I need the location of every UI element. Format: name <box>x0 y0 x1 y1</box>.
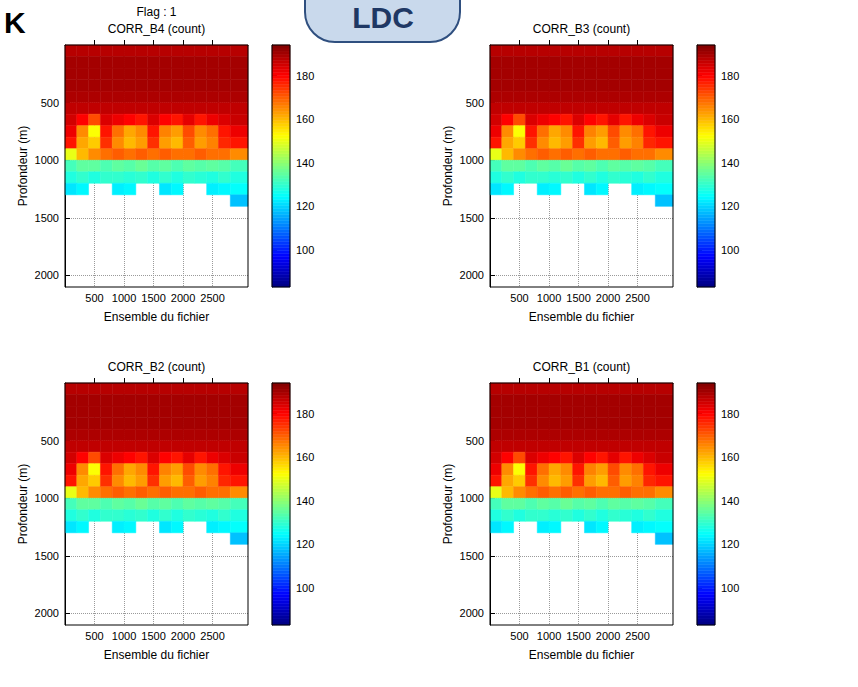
svg-text:1500: 1500 <box>460 212 484 224</box>
svg-text:2000: 2000 <box>460 269 484 281</box>
svg-text:1500: 1500 <box>35 550 59 562</box>
svg-text:500: 500 <box>41 97 59 109</box>
svg-text:2000: 2000 <box>35 607 59 619</box>
svg-text:CORR_B3 (count): CORR_B3 (count) <box>533 22 630 36</box>
svg-text:CORR_B4 (count): CORR_B4 (count) <box>108 22 205 36</box>
svg-text:2000: 2000 <box>596 630 620 642</box>
svg-text:140: 140 <box>296 495 314 507</box>
svg-text:2000: 2000 <box>35 269 59 281</box>
svg-text:1500: 1500 <box>141 292 165 304</box>
svg-text:2500: 2500 <box>200 292 224 304</box>
svg-text:500: 500 <box>510 630 528 642</box>
svg-text:180: 180 <box>296 408 314 420</box>
svg-text:2000: 2000 <box>171 630 195 642</box>
svg-text:1500: 1500 <box>460 550 484 562</box>
svg-text:140: 140 <box>721 495 739 507</box>
svg-text:2500: 2500 <box>625 630 649 642</box>
svg-text:160: 160 <box>721 451 739 463</box>
svg-text:K: K <box>4 6 26 39</box>
svg-text:140: 140 <box>296 157 314 169</box>
svg-text:2000: 2000 <box>596 292 620 304</box>
svg-text:Profondeur (m): Profondeur (m) <box>441 126 455 207</box>
svg-text:100: 100 <box>296 582 314 594</box>
svg-text:2000: 2000 <box>460 607 484 619</box>
svg-text:500: 500 <box>85 630 103 642</box>
svg-text:1500: 1500 <box>141 630 165 642</box>
svg-text:1000: 1000 <box>35 154 59 166</box>
svg-text:500: 500 <box>41 435 59 447</box>
svg-text:LDC: LDC <box>352 1 414 34</box>
svg-text:Ensemble du fichier: Ensemble du fichier <box>104 648 209 662</box>
svg-text:140: 140 <box>721 157 739 169</box>
svg-text:Profondeur (m): Profondeur (m) <box>16 464 30 545</box>
svg-text:180: 180 <box>721 408 739 420</box>
svg-text:CORR_B2 (count): CORR_B2 (count) <box>108 360 205 374</box>
svg-text:1000: 1000 <box>460 492 484 504</box>
svg-text:100: 100 <box>296 244 314 256</box>
svg-text:500: 500 <box>510 292 528 304</box>
svg-text:Ensemble du fichier: Ensemble du fichier <box>529 310 634 324</box>
svg-text:120: 120 <box>296 200 314 212</box>
svg-text:120: 120 <box>296 538 314 550</box>
svg-text:160: 160 <box>721 113 739 125</box>
svg-text:160: 160 <box>296 113 314 125</box>
svg-text:Ensemble du fichier: Ensemble du fichier <box>529 648 634 662</box>
svg-text:500: 500 <box>466 435 484 447</box>
svg-text:Flag : 1: Flag : 1 <box>136 5 176 19</box>
svg-text:120: 120 <box>721 538 739 550</box>
svg-text:120: 120 <box>721 200 739 212</box>
svg-text:180: 180 <box>296 70 314 82</box>
svg-text:1000: 1000 <box>35 492 59 504</box>
svg-text:2500: 2500 <box>625 292 649 304</box>
svg-text:1000: 1000 <box>537 292 561 304</box>
svg-text:Profondeur (m): Profondeur (m) <box>16 126 30 207</box>
svg-text:1000: 1000 <box>537 630 561 642</box>
svg-text:180: 180 <box>721 70 739 82</box>
svg-text:500: 500 <box>85 292 103 304</box>
svg-text:1500: 1500 <box>566 292 590 304</box>
svg-text:2000: 2000 <box>171 292 195 304</box>
svg-text:1000: 1000 <box>460 154 484 166</box>
svg-text:1000: 1000 <box>112 630 136 642</box>
svg-text:1000: 1000 <box>112 292 136 304</box>
svg-text:1500: 1500 <box>566 630 590 642</box>
svg-text:500: 500 <box>466 97 484 109</box>
svg-text:CORR_B1 (count): CORR_B1 (count) <box>533 360 630 374</box>
svg-text:1500: 1500 <box>35 212 59 224</box>
svg-text:Profondeur (m): Profondeur (m) <box>441 464 455 545</box>
svg-text:100: 100 <box>721 244 739 256</box>
svg-text:160: 160 <box>296 451 314 463</box>
svg-text:100: 100 <box>721 582 739 594</box>
svg-text:Ensemble du fichier: Ensemble du fichier <box>104 310 209 324</box>
svg-text:2500: 2500 <box>200 630 224 642</box>
